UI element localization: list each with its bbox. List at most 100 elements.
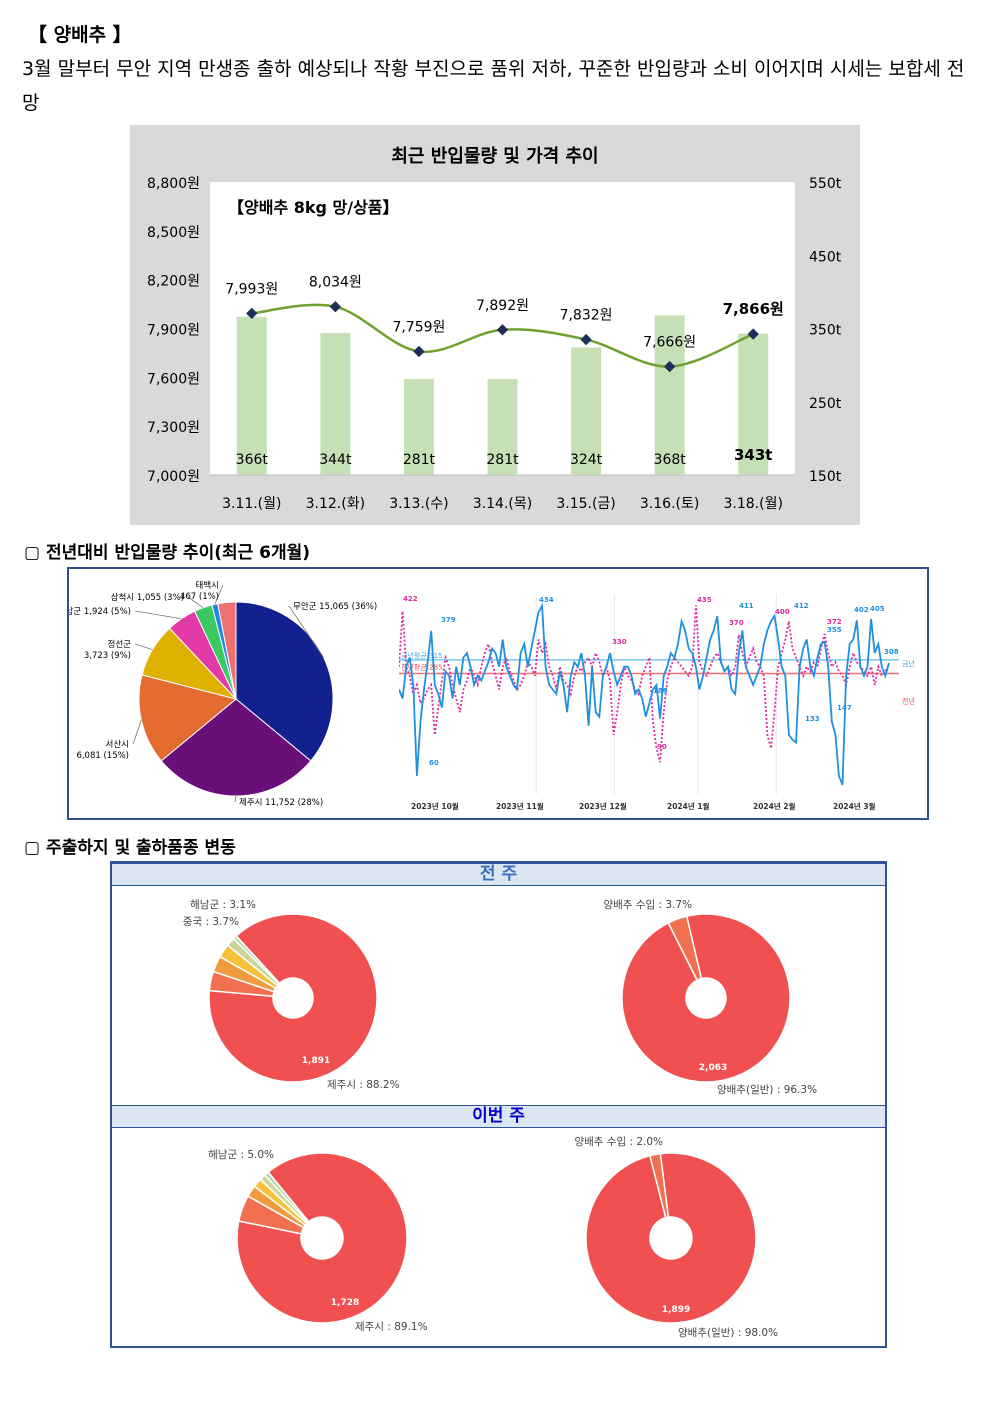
volume-label: 344t [319,452,352,468]
origin-section-title: ▢ 주출하지 및 출하품종 변동 [24,838,236,858]
month-tick-label: 2023년 10월 [411,801,459,811]
volume-label: 368t [654,452,687,468]
donut-label: 제주시 : 89.1% [355,1321,428,1333]
left-tick-label: 7,600원 [147,371,200,387]
volume-label: 366t [236,452,269,468]
right-tick-label: 150t [809,469,842,485]
point-label: 147 [837,704,852,712]
category-tick-label: 3.12.(화) [306,496,365,512]
donut-slice [585,1152,757,1324]
pie-slice-label: 정선군 3,723 (9%) [84,639,131,661]
point-label: 435 [697,596,712,604]
price-label: 7,832원 [560,308,613,324]
point-label: 402 [854,606,869,614]
volume-bar [654,315,685,475]
pie-slice-label: 무안군 15,065 (36%) [293,601,377,612]
month-tick-label: 2023년 11월 [496,801,544,811]
volume-bar [571,347,602,475]
pie-slice [217,601,237,700]
category-tick-label: 3.13.(수) [389,496,448,512]
donut-label: 양배추(일반) : 96.3% [717,1083,817,1096]
donut-slice [236,1152,408,1324]
price-label: 8,034원 [309,275,362,291]
pie-label-line: 3,723 (9%) [84,651,131,661]
pie-label-line: 467 (1%) [180,592,219,602]
legend-prev: 전년 [902,697,915,706]
donut-slice [232,934,281,985]
donut-value-label: 1,899 [662,1305,690,1315]
point-label: 405 [870,605,885,613]
left-tick-label: 8,800원 [147,176,200,192]
donut-slice [621,913,791,1083]
pie-leader-line [132,720,142,745]
point-label: 372 [827,618,842,626]
month-tick-label: 2024년 1월 [667,801,710,811]
yoy-section-title: ▢ 전년대비 반입물량 추이(최근 6개월) [24,543,311,563]
month-tick-label: 2024년 3월 [833,801,876,811]
price-marker [246,307,258,320]
pie-leader-line [214,584,224,605]
pie-label-line: 정선군 [108,639,132,650]
price-marker [329,301,342,313]
category-tick-label: 3.16.(토) [640,496,699,512]
price-marker [413,345,425,358]
this-week-band: 이번 주 [112,1105,885,1128]
pie-slice-label: 서산시 6,081 (15%) [76,739,129,761]
summary-text: 3월 말부터 무안 지역 만생종 출하 예상되나 작황 부진으로 품위 저하, … [22,58,965,114]
volume-bar [403,379,434,475]
left-tick-label: 8,200원 [147,274,200,290]
point-label: 370 [729,619,744,627]
donut-value-label: 1,891 [302,1056,330,1066]
price-volume-chart-panel: 최근 반입물량 및 가격 추이 【양배추 8kg 망/상품】 8,800원 8,500… [130,125,860,525]
donut-label: 해남군 : 5.0% [208,1148,274,1161]
point-label: 400 [775,608,790,616]
pie-slice-label: 제주시 11,752 (28%) [239,798,323,808]
donut-slice [667,915,703,982]
donut-value-label: 2,063 [699,1063,727,1073]
volume-label: 343t [734,446,772,464]
right-tick-label: 450t [809,249,842,265]
point-label: 133 [805,715,820,723]
category-tick-label: 3.15.(금) [556,496,615,512]
donut-slice [208,913,378,1083]
point-label: 434 [539,596,554,604]
pie-leader-line [187,596,204,609]
prev-week-band: 전 주 [112,863,885,886]
point-label: 355 [827,626,842,634]
price-marker [580,333,592,346]
category-tick-label: 3.18.(월) [723,496,782,512]
pie-slice-label: 태백시 467 (1%) [180,580,219,602]
price-label: 7,993원 [225,281,278,297]
page-title: 【 양배추 】 [28,24,132,46]
donut-label: 중국 : 3.7% [183,916,239,928]
price-volume-chart: 최근 반입물량 및 가격 추이 【양배추 8kg 망/상품】 8,800원 8,500… [147,145,842,512]
donut-slice [648,1152,670,1219]
donut-charts: 1,891 해남군 : 3.1% 중국 : 3.7% 제주시 : 88.2% 2,063… [183,898,817,1339]
point-label: 90 [657,743,667,751]
left-tick-label: 7,000원 [147,469,200,485]
category-tick-label: 3.11.(월) [222,496,281,512]
point-label: 412 [794,602,809,610]
volume-label: 281t [403,452,436,468]
avg-label-prev: 전년평균:285 [401,663,442,672]
donut-label: 제주시 : 88.2% [327,1079,400,1091]
left-tick-label: 8,500원 [147,225,200,241]
chart-subtitle: 【양배추 8kg 망/상품】 [228,198,399,217]
donut-value-label: 1,728 [331,1298,359,1308]
donut-label: 해남군 : 3.1% [190,898,256,911]
chart-title: 최근 반입물량 및 가격 추이 [391,145,598,167]
pie-leader-line [134,610,182,620]
price-marker [747,328,759,340]
point-label: 186 [653,687,668,695]
point-label: 422 [403,595,418,603]
pie-slice-label: 삼척시 1,055 (3%) [111,592,184,603]
month-tick-label: 2024년 2월 [753,801,796,811]
volume-label: 324t [570,452,603,468]
donut-label: 양배추(일반) : 98.0% [678,1326,778,1339]
pie-slice [138,674,238,762]
donut-label: 양배추 수입 : 3.7% [603,898,692,911]
volume-bar [487,379,518,475]
price-label: 7,866원 [723,300,784,318]
legend-this: 금년 [902,659,915,668]
pie-slice-label: 해남군 1,924 (5%) [69,607,131,617]
